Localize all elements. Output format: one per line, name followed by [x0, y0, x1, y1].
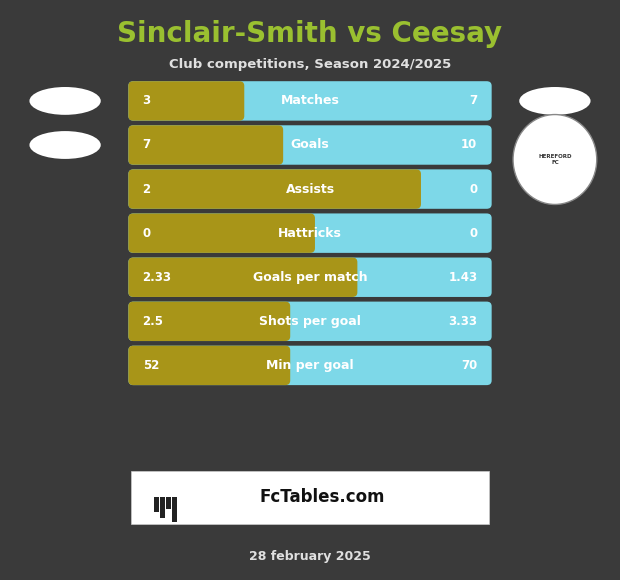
FancyBboxPatch shape — [128, 302, 290, 341]
Text: Shots per goal: Shots per goal — [259, 315, 361, 328]
FancyBboxPatch shape — [160, 497, 165, 517]
Text: 3: 3 — [143, 95, 151, 107]
FancyBboxPatch shape — [128, 81, 492, 121]
FancyBboxPatch shape — [172, 497, 177, 522]
Text: 2.33: 2.33 — [143, 271, 172, 284]
Text: Min per goal: Min per goal — [266, 359, 354, 372]
Text: 28 february 2025: 28 february 2025 — [249, 550, 371, 563]
FancyBboxPatch shape — [128, 125, 283, 165]
Text: 3.33: 3.33 — [448, 315, 477, 328]
Text: Hattricks: Hattricks — [278, 227, 342, 240]
FancyBboxPatch shape — [154, 497, 159, 512]
FancyBboxPatch shape — [128, 258, 492, 297]
FancyBboxPatch shape — [128, 302, 492, 341]
FancyBboxPatch shape — [128, 81, 244, 121]
Text: FcTables.com: FcTables.com — [260, 488, 385, 506]
Text: 7: 7 — [143, 139, 151, 151]
Text: 1.43: 1.43 — [448, 271, 477, 284]
Text: 52: 52 — [143, 359, 159, 372]
Text: 2: 2 — [143, 183, 151, 195]
FancyBboxPatch shape — [128, 213, 492, 253]
FancyBboxPatch shape — [128, 346, 492, 385]
Text: Club competitions, Season 2024/2025: Club competitions, Season 2024/2025 — [169, 58, 451, 71]
FancyBboxPatch shape — [128, 346, 290, 385]
Ellipse shape — [513, 114, 596, 204]
Text: 10: 10 — [461, 139, 477, 151]
Text: 2.5: 2.5 — [143, 315, 164, 328]
FancyBboxPatch shape — [128, 169, 492, 209]
Text: Matches: Matches — [281, 95, 339, 107]
Ellipse shape — [29, 87, 100, 115]
FancyBboxPatch shape — [166, 497, 171, 509]
Text: HEREFORD
FC: HEREFORD FC — [538, 154, 572, 165]
Text: Goals: Goals — [291, 139, 329, 151]
Text: 0: 0 — [469, 183, 477, 195]
FancyBboxPatch shape — [128, 169, 421, 209]
FancyBboxPatch shape — [131, 471, 489, 524]
FancyBboxPatch shape — [128, 125, 492, 165]
Text: Assists: Assists — [285, 183, 335, 195]
FancyBboxPatch shape — [128, 213, 315, 253]
FancyBboxPatch shape — [128, 258, 357, 297]
Text: 70: 70 — [461, 359, 477, 372]
Text: 0: 0 — [469, 227, 477, 240]
Ellipse shape — [520, 87, 590, 115]
Ellipse shape — [29, 131, 100, 159]
Text: Goals per match: Goals per match — [253, 271, 367, 284]
Text: 7: 7 — [469, 95, 477, 107]
Text: 0: 0 — [143, 227, 151, 240]
Text: Sinclair-Smith vs Ceesay: Sinclair-Smith vs Ceesay — [117, 20, 503, 48]
